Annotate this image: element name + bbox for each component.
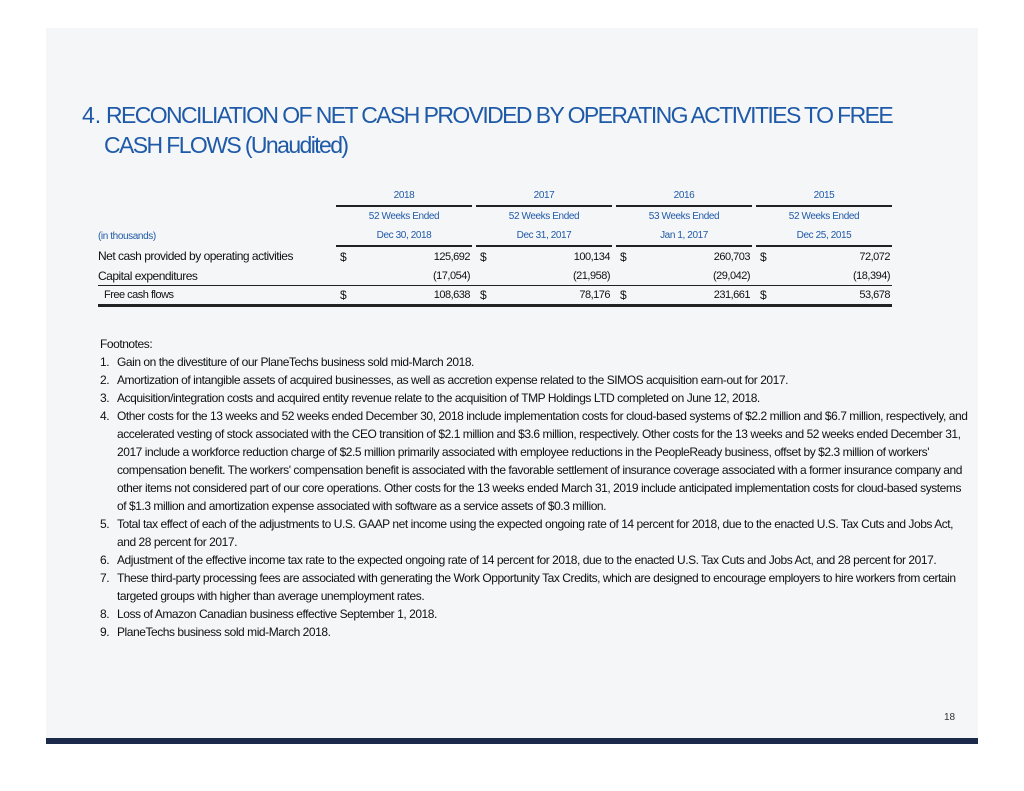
footnote-item: 6. Adjustment of the effective income tax… [100, 551, 970, 569]
footnote-number: 1. [100, 355, 110, 369]
cell-value: (29,042) [713, 269, 750, 282]
footnote-item: 5. Total tax effect of each of the adjust… [100, 515, 970, 551]
footnote-item: 3. Acquisition/integration costs and acqu… [100, 389, 970, 407]
footnote-number: 9. [100, 625, 110, 639]
column-year: 2015 [756, 186, 892, 207]
column-period: 52 Weeks Ended [508, 211, 580, 222]
footnote-item: 7. These third-party processing fees are … [100, 569, 970, 605]
cell-value: 78,176 [494, 285, 612, 307]
footnote-item: 4. Other costs for the 13 weeks and 52 we… [100, 407, 970, 515]
footnote-text: Acquisition/integration costs and acquir… [117, 391, 760, 405]
currency-symbol: $ [616, 285, 634, 307]
footnote-number: 4. [100, 409, 110, 423]
footnote-number: 2. [100, 373, 110, 387]
column-date: Dec 25, 2015 [756, 226, 892, 247]
column-date: Jan 1, 2017 [616, 226, 752, 247]
currency-symbol: $ [336, 285, 354, 307]
footnote-number: 5. [100, 517, 110, 531]
header-row-period: 52 Weeks Ended 52 Weeks Ended 53 Weeks End… [98, 206, 892, 226]
cell-value: 72,072 [859, 250, 890, 263]
cell-value: 125,692 [433, 250, 471, 263]
footnote-text: Amortization of intangible assets of acq… [117, 373, 788, 387]
footnote-item: 9. PlaneTechs business sold mid-March 201… [100, 623, 970, 641]
table-row: Capital expenditures (17,054) (21,958) (29,… [98, 266, 892, 286]
footnotes: Footnotes: 1. Gain on the divestiture of … [100, 335, 970, 641]
footer-bar [46, 738, 978, 744]
footnote-text: Loss of Amazon Canadian business effecti… [117, 607, 437, 621]
row-label: Net cash provided by operating activitie… [98, 249, 293, 263]
currency-symbol [616, 266, 634, 286]
footnote-number: 8. [100, 607, 110, 621]
footnote-text: These third-party processing fees are as… [117, 571, 956, 603]
column-year: 2018 [336, 186, 472, 207]
title-line-1: RECONCILIATION OF NET CASH PROVIDED BY O… [105, 102, 894, 128]
column-year: 2016 [616, 186, 752, 207]
row-label: Free cash flows [98, 285, 332, 307]
cell-value: 100,134 [573, 250, 611, 263]
footnote-item: 2. Amortization of intangible assets of a… [100, 371, 970, 389]
footnote-number: 6. [100, 553, 110, 567]
footnote-text: Adjustment of the effective income tax r… [117, 553, 937, 567]
currency-symbol: $ [480, 249, 487, 264]
cell-value: (21,958) [573, 269, 610, 282]
table-row: Net cash provided by operating activitie… [98, 246, 892, 266]
cell-value: 53,678 [774, 285, 892, 307]
footnote-text: Gain on the divestiture of our PlaneTech… [117, 355, 474, 369]
cell-value: 231,661 [634, 285, 752, 307]
column-period: 52 Weeks Ended [368, 211, 440, 222]
column-period: 52 Weeks Ended [788, 211, 860, 222]
column-year: 2017 [476, 186, 612, 207]
currency-symbol: $ [620, 249, 627, 264]
column-date: Dec 31, 2017 [476, 226, 612, 247]
page-number: 18 [944, 712, 956, 723]
currency-symbol: $ [756, 285, 774, 307]
row-label: Capital expenditures [98, 268, 198, 283]
title-line-2: CASH FLOWS (Unaudited) [104, 132, 349, 158]
footnote-text: PlaneTechs business sold mid-March 2018. [117, 625, 331, 639]
footnote-number: 7. [100, 571, 110, 585]
footnotes-heading: Footnotes: [100, 337, 153, 351]
currency-symbol: $ [476, 285, 494, 307]
reconciliation-table: 2018 2017 2016 2015 52 Weeks Ended 52 Weeks E… [98, 186, 892, 307]
units-label: (in thousands) [98, 230, 156, 242]
column-date: Dec 30, 2018 [336, 226, 472, 247]
currency-symbol [756, 266, 774, 286]
slide-background [46, 28, 978, 738]
currency-symbol [476, 266, 494, 286]
header-row-date: (in thousands) Dec 30, 2018 Dec 31, 2017 Ja… [98, 226, 892, 247]
cell-value: (17,054) [433, 269, 470, 282]
footnote-text: Other costs for the 13 weeks and 52 week… [117, 409, 968, 513]
cell-value: 260,703 [713, 250, 751, 263]
header-row-year: 2018 2017 2016 2015 [98, 186, 892, 207]
table-row: Free cash flows $108,638 $78,176 $231,661 $5… [98, 285, 892, 307]
cell-value: 108,638 [354, 285, 472, 307]
footnote-text: Total tax effect of each of the adjustme… [117, 517, 954, 549]
title-number: 4. [82, 102, 102, 128]
column-period: 53 Weeks Ended [648, 211, 720, 222]
footnote-number: 3. [100, 391, 110, 405]
cell-value: (18,394) [853, 269, 890, 282]
currency-symbol: $ [340, 249, 347, 264]
currency-symbol: $ [760, 249, 767, 264]
footnote-item: 1. Gain on the divestiture of our PlaneTe… [100, 353, 970, 371]
page-title: 4. RECONCILIATION OF NET CASH PROVIDED B… [82, 100, 962, 160]
footnote-item: 8. Loss of Amazon Canadian business effec… [100, 605, 970, 623]
currency-symbol [336, 266, 354, 286]
